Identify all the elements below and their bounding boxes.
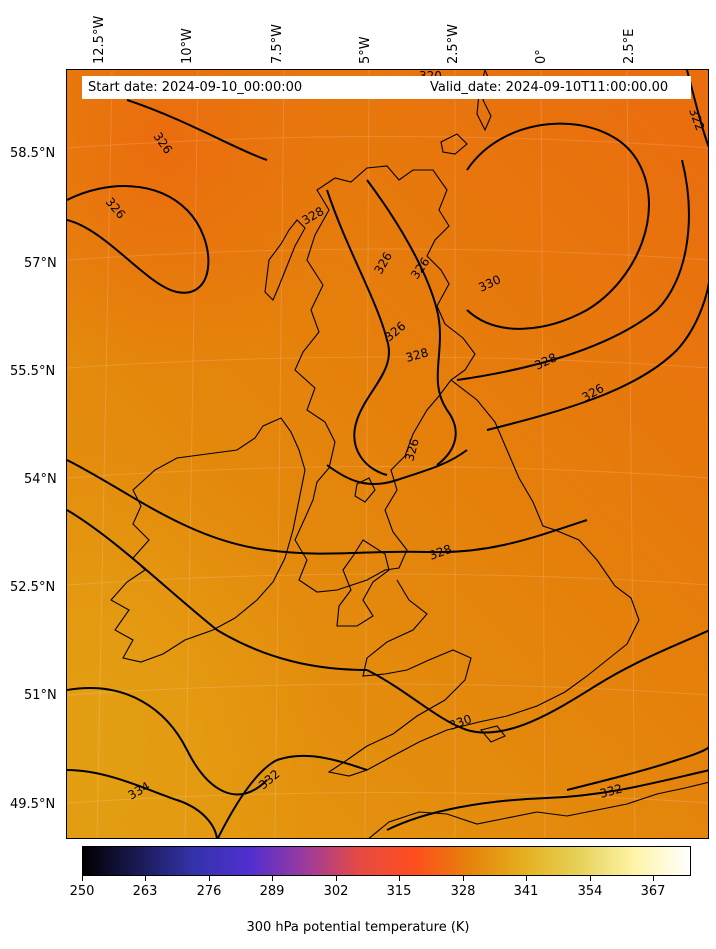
contour-328-ne	[456, 159, 690, 381]
colorbar-tick	[272, 876, 273, 881]
colorbar-tick-label: 289	[259, 884, 285, 899]
lon-label: 7.5°W	[270, 23, 285, 64]
colorbar-tick	[463, 876, 464, 881]
lat-label: 58.5°N	[10, 146, 56, 161]
lon-label: 12.5°W	[92, 15, 107, 64]
contour-334-sw	[67, 769, 218, 838]
contour-332-sw	[216, 754, 368, 838]
colorbar-tick	[590, 876, 591, 881]
contour-328-south	[67, 509, 368, 671]
lat-label: 49.5°N	[10, 797, 56, 812]
lat-label: 57°N	[24, 256, 57, 271]
potential-temperature-map: 320 322 326 326 328 326 326 330 328 326 …	[67, 70, 708, 838]
cool-region	[67, 70, 708, 838]
contour-label: 332	[598, 781, 624, 800]
colorbar-title: 300 hPa potential temperature (K)	[246, 920, 470, 935]
colorbar-tick	[526, 876, 527, 881]
contour-330-ne	[466, 122, 650, 330]
lat-label: 51°N	[24, 688, 57, 703]
lon-label: 2.5°E	[622, 28, 637, 64]
contour-332-se	[566, 746, 708, 791]
wales-coast	[336, 539, 390, 627]
colorbar-tick	[399, 876, 400, 881]
contour-label: 326	[402, 437, 421, 463]
colorbar-tick-label: 328	[450, 884, 476, 899]
england-east-coast	[327, 379, 640, 777]
great-britain-coast	[294, 165, 476, 593]
graticule	[67, 70, 708, 838]
contour-328-central	[67, 459, 588, 555]
contour-326-ne	[486, 281, 708, 431]
colorbar-tick	[82, 876, 83, 881]
france-coast	[368, 781, 708, 838]
isle-of-man	[354, 477, 376, 503]
lat-label: 54°N	[24, 472, 57, 487]
colorbar-tick-label: 263	[132, 884, 158, 899]
colorbar	[82, 846, 691, 876]
colorbar-tick-label: 276	[196, 884, 222, 899]
contour-326-nw	[67, 185, 210, 294]
valid-date-label: Valid_date: 2024-09-10T11:00:00.00	[430, 80, 669, 95]
contour-326-north	[126, 99, 268, 161]
contour-330-south	[366, 629, 708, 734]
contour-scotland-a	[326, 189, 390, 476]
contour-scotland-b	[366, 179, 457, 466]
map-panel[interactable]: 320 322 326 326 328 326 326 330 328 326 …	[66, 69, 709, 839]
colorbar-tick-label: 315	[386, 884, 412, 899]
contour-lines	[67, 70, 708, 838]
lon-label: 5°W	[358, 36, 373, 64]
lat-label: 52.5°N	[10, 580, 56, 595]
lat-label: 55.5°N	[10, 364, 56, 379]
lon-label: 0°	[534, 49, 549, 64]
lon-label: 2.5°W	[446, 23, 461, 64]
colorbar-tick-label: 341	[513, 884, 539, 899]
colorbar-tick	[145, 876, 146, 881]
colorbar-tick-label: 354	[577, 884, 603, 899]
orkney	[440, 133, 468, 155]
colorbar-tick-label: 367	[640, 884, 666, 899]
colorbar-tick-label: 250	[69, 884, 95, 899]
date-header-box	[82, 76, 691, 99]
contour-label: 328	[404, 345, 430, 364]
contour-330-sw	[67, 687, 268, 796]
isle-of-wight	[480, 725, 506, 743]
lon-label: 10°W	[180, 28, 195, 64]
start-date-label: Start date: 2024-09-10_00:00:00	[88, 80, 303, 95]
contour-326-wales	[326, 449, 468, 485]
colorbar-tick	[653, 876, 654, 881]
colorbar-tick-label: 302	[323, 884, 349, 899]
colorbar-tick	[209, 876, 210, 881]
outer-hebrides	[264, 219, 306, 301]
contour-330-east	[386, 769, 708, 831]
colorbar-tick	[336, 876, 337, 881]
